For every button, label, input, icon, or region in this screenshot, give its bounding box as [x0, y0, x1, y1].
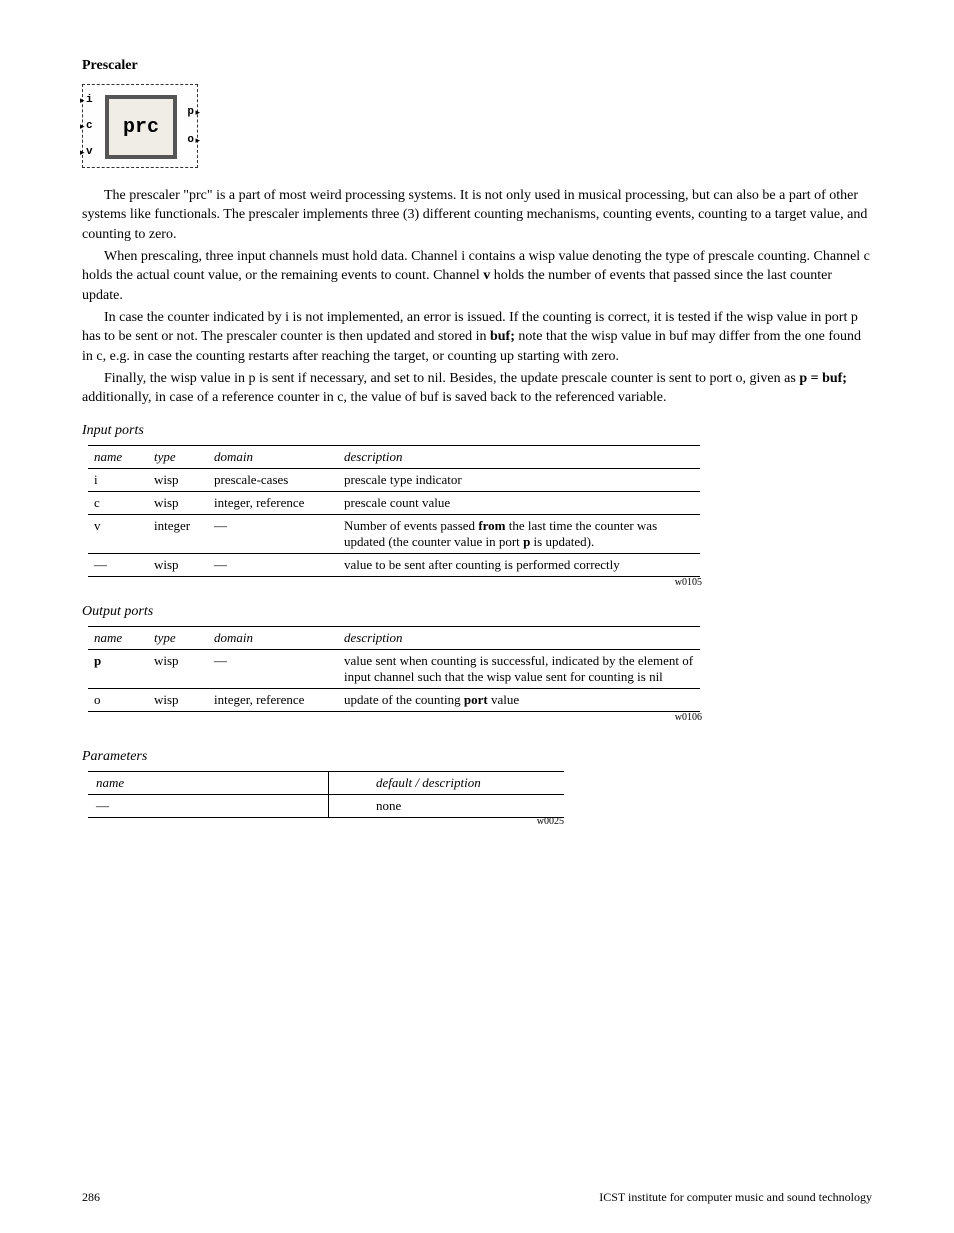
port-label-p: p	[187, 106, 194, 118]
table-tag: w0106	[82, 712, 702, 723]
table-row: p wisp — value sent when counting is suc…	[88, 650, 700, 689]
table-row: c wisp integer, reference prescale count…	[88, 492, 700, 515]
col-header: name	[88, 446, 148, 469]
cell: update of the counting port value	[338, 689, 700, 712]
cell: value sent when counting is successful, …	[338, 650, 700, 689]
footer-text: ICST institute for computer music and so…	[599, 1190, 872, 1205]
col-header: type	[148, 627, 208, 650]
port-label-v: v	[86, 146, 93, 158]
page-number: 286	[82, 1190, 100, 1205]
paragraph: When prescaling, three input channels mu…	[82, 247, 872, 305]
port-label-o: o	[187, 134, 194, 146]
cell: —	[88, 795, 328, 818]
cell: none	[368, 795, 564, 818]
table-row: i wisp prescale-cases prescale type indi…	[88, 469, 700, 492]
cell: c	[88, 492, 148, 515]
arrow-icon: ▸	[195, 135, 200, 146]
cell: wisp	[148, 469, 208, 492]
cell: wisp	[148, 492, 208, 515]
table-caption: Parameters	[82, 749, 872, 765]
section-title: Prescaler	[82, 58, 872, 74]
cell: i	[88, 469, 148, 492]
cell: integer, reference	[208, 492, 338, 515]
table-row: v integer — Number of events passed from…	[88, 515, 700, 554]
table-row: o wisp integer, reference update of the …	[88, 689, 700, 712]
col-header: domain	[208, 446, 338, 469]
output-ports-table: name type domain description p wisp — va…	[88, 626, 700, 712]
cell: v	[88, 515, 148, 554]
port-label-c: c	[86, 120, 93, 132]
cell: —	[208, 554, 338, 577]
input-ports-table: name type domain description i wisp pres…	[88, 445, 700, 577]
col-header: description	[338, 446, 700, 469]
cell	[328, 795, 368, 818]
cell: —	[208, 515, 338, 554]
body-text: The prescaler "prc" is a part of most we…	[82, 186, 872, 407]
col-header: domain	[208, 627, 338, 650]
table-caption: Output ports	[82, 604, 872, 620]
prescaler-diagram: ▸ i ▸ c ▸ v prc p ▸ o ▸	[82, 84, 198, 168]
table-row: — wisp — value to be sent after counting…	[88, 554, 700, 577]
cell: wisp	[148, 650, 208, 689]
col-header: type	[148, 446, 208, 469]
cell: Number of events passed from the last ti…	[338, 515, 700, 554]
table-row: — none	[88, 795, 564, 818]
page-footer: 286 ICST institute for computer music an…	[82, 1190, 872, 1205]
cell: prescale count value	[338, 492, 700, 515]
cell: —	[88, 554, 148, 577]
arrow-icon: ▸	[80, 147, 85, 158]
arrow-icon: ▸	[195, 107, 200, 118]
table-caption: Input ports	[82, 423, 872, 439]
diagram-core: prc	[105, 95, 177, 159]
paragraph: In case the counter indicated by i is no…	[82, 308, 872, 366]
cell: prescale-cases	[208, 469, 338, 492]
paragraph: The prescaler "prc" is a part of most we…	[82, 186, 872, 244]
cell: value to be sent after counting is perfo…	[338, 554, 700, 577]
parameters-table: name default / description — none	[88, 771, 564, 818]
col-header: name	[88, 772, 328, 795]
col-header: description	[338, 627, 700, 650]
cell: wisp	[148, 554, 208, 577]
cell: p	[88, 650, 148, 689]
col-header	[328, 772, 368, 795]
cell: wisp	[148, 689, 208, 712]
cell: integer	[148, 515, 208, 554]
paragraph: Finally, the wisp value in p is sent if …	[82, 369, 872, 408]
cell: —	[208, 650, 338, 689]
port-label-i: i	[86, 94, 93, 106]
arrow-icon: ▸	[80, 95, 85, 106]
table-tag: w0025	[82, 816, 564, 827]
col-header: name	[88, 627, 148, 650]
table-tag: w0105	[82, 577, 702, 588]
arrow-icon: ▸	[80, 121, 85, 132]
col-header: default / description	[368, 772, 564, 795]
cell: prescale type indicator	[338, 469, 700, 492]
cell: integer, reference	[208, 689, 338, 712]
cell: o	[88, 689, 148, 712]
